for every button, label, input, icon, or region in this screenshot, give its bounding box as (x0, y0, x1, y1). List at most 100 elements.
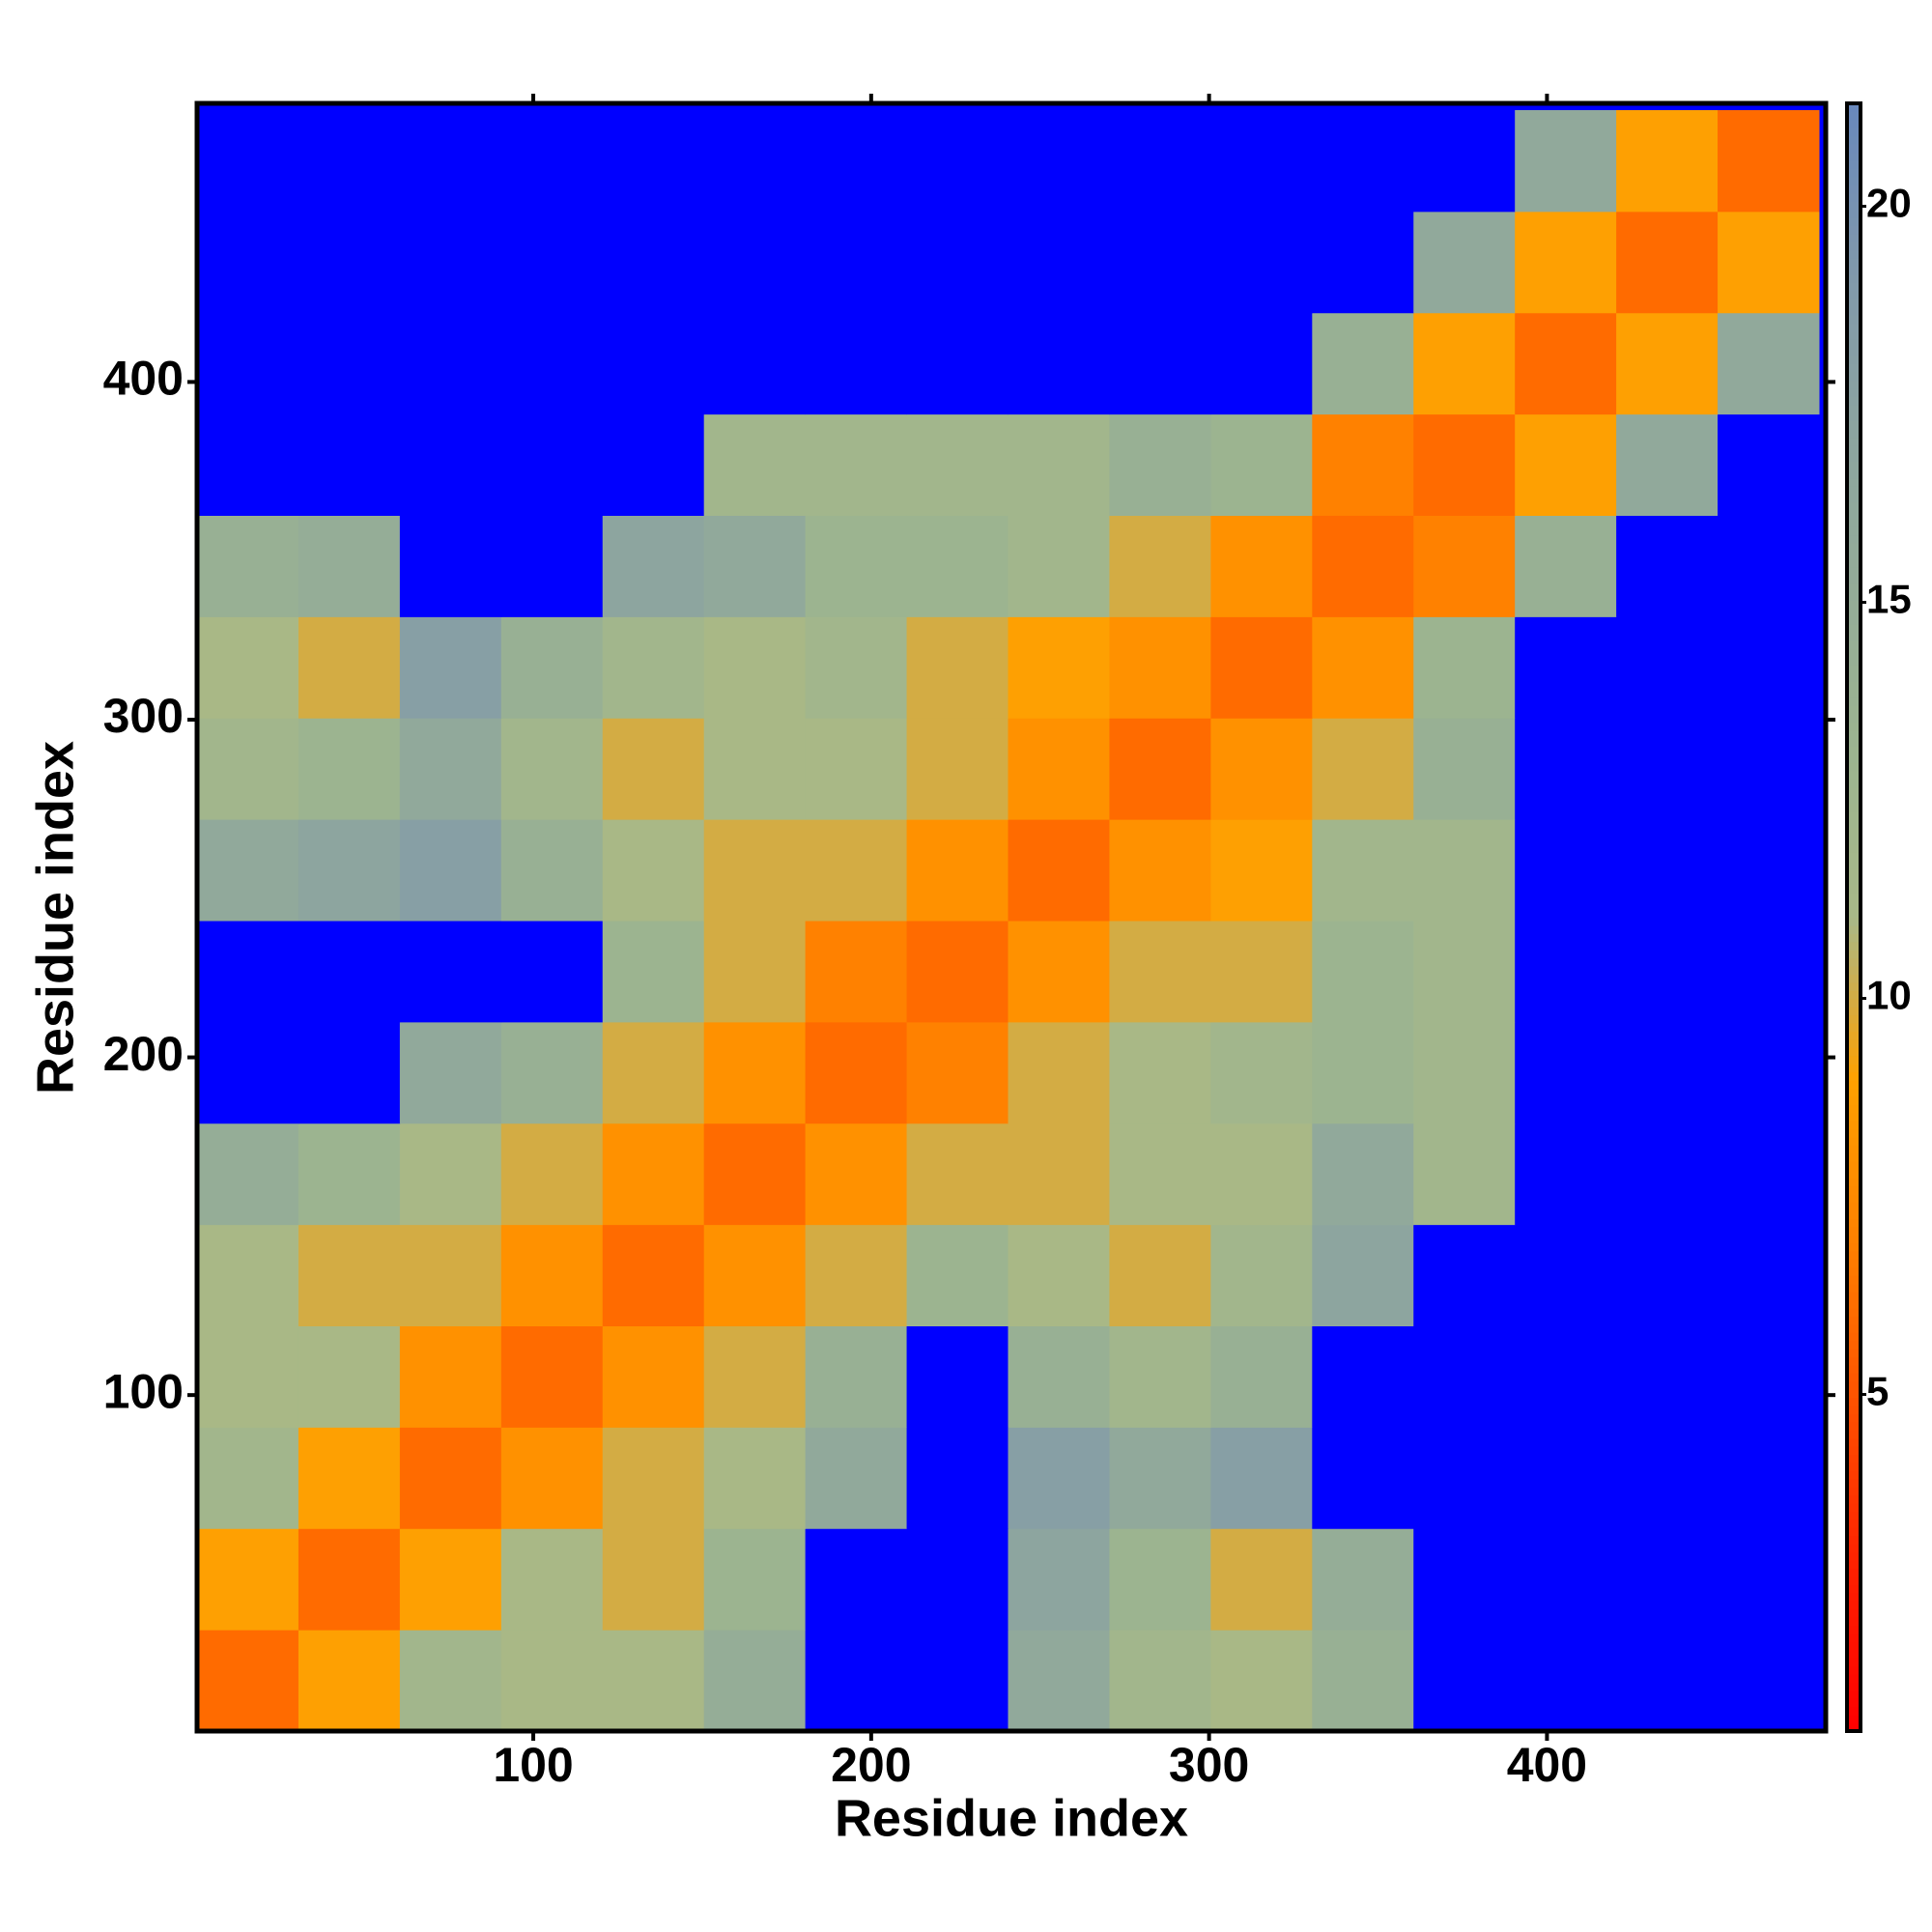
colorbar-segment (1847, 420, 1861, 430)
heatmap-cell (197, 819, 299, 922)
heatmap-cell (500, 616, 604, 719)
colorbar-segment (1847, 347, 1861, 356)
heatmap-cell (1008, 1224, 1110, 1326)
x-axis-title: Residue index (835, 1789, 1188, 1847)
colorbar-segment (1847, 258, 1861, 268)
colorbar-segment (1847, 754, 1861, 764)
heatmap-cell (1616, 312, 1719, 415)
y-tick-label: 100 (103, 1364, 184, 1418)
heatmap-cell (399, 1528, 502, 1631)
colorbar-segment (1847, 672, 1861, 682)
heatmap-cell (500, 413, 604, 516)
heatmap-cell (1616, 1427, 1719, 1529)
colorbar-segment (1847, 608, 1861, 617)
colorbar-segment (1847, 860, 1861, 869)
heatmap-cell (906, 1325, 1009, 1428)
heatmap-cell (1515, 1630, 1617, 1732)
heatmap-cell (298, 819, 401, 922)
heatmap-cell (1616, 515, 1719, 617)
heatmap-cell (906, 1224, 1009, 1326)
colorbar-segment (1847, 713, 1861, 723)
colorbar-segment (1847, 924, 1861, 934)
colorbar-segment (1847, 1112, 1861, 1122)
colorbar-segment (1847, 249, 1861, 259)
heatmap-cell (805, 1021, 908, 1124)
colorbar-segment (1847, 843, 1861, 853)
heatmap-cell (1008, 718, 1110, 820)
colorbar-segment (1847, 1511, 1861, 1520)
heatmap-cell (1210, 718, 1313, 820)
heatmap-cell (197, 109, 299, 213)
heatmap-cell (703, 718, 807, 820)
colorbar-segment (1847, 1413, 1861, 1423)
heatmap-cell (1312, 1528, 1414, 1631)
colorbar-segment (1847, 1527, 1861, 1537)
heatmap-cell (500, 1224, 604, 1326)
colorbar-segment (1847, 599, 1861, 609)
heatmap-cell (1312, 211, 1414, 314)
colorbar-segment (1847, 981, 1861, 991)
colorbar-segment (1847, 551, 1861, 560)
heatmap-cell (1718, 1325, 1820, 1428)
heatmap-cell (703, 1528, 807, 1631)
heatmap-cell (1515, 109, 1617, 213)
colorbar-segment (1847, 1478, 1861, 1488)
heatmap-cell (500, 1427, 604, 1529)
colorbar-segment (1847, 1145, 1861, 1154)
heatmap-cell (197, 211, 299, 314)
colorbar-segment (1847, 315, 1861, 325)
heatmap-cell (298, 616, 401, 719)
colorbar-segment (1847, 1625, 1861, 1634)
heatmap-cell (602, 1325, 705, 1428)
colorbar-segment (1847, 1715, 1861, 1724)
heatmap-cell (298, 1630, 401, 1732)
colorbar-segment (1847, 461, 1861, 470)
colorbar-segment (1847, 1088, 1861, 1097)
colorbar-segment (1847, 1454, 1861, 1463)
heatmap-cell (602, 819, 705, 922)
heatmap-cell (1008, 1325, 1110, 1428)
heatmap-cell (1718, 515, 1820, 617)
heatmap-cell (602, 1122, 705, 1226)
heatmap-cell (906, 109, 1009, 213)
heatmap-cell (805, 1122, 908, 1226)
heatmap-cell (602, 312, 705, 415)
heatmap-cell (1312, 1325, 1414, 1428)
colorbar-segment (1847, 917, 1861, 926)
colorbar-segment (1847, 1544, 1861, 1553)
colorbar-segment (1847, 624, 1861, 634)
heatmap-cell (399, 1224, 502, 1326)
colorbar-segment (1847, 290, 1861, 299)
heatmap-cell (1413, 1224, 1516, 1326)
colorbar-segment (1847, 1568, 1861, 1577)
colorbar-segment (1847, 273, 1861, 283)
colorbar-segment (1847, 225, 1861, 235)
heatmap-cell (298, 1021, 401, 1124)
heatmap-cell (1413, 1021, 1516, 1124)
heatmap-cell (906, 211, 1009, 314)
heatmap-cell (1718, 109, 1820, 213)
colorbar-segment (1847, 746, 1861, 755)
heatmap-cell (1008, 1427, 1110, 1529)
heatmap-cell (1312, 819, 1414, 922)
colorbar-segment (1847, 1038, 1861, 1048)
heatmap-cell (1515, 819, 1617, 922)
colorbar-segment (1847, 363, 1861, 373)
colorbar-segment (1847, 1406, 1861, 1415)
x-tick-label: 400 (1507, 1738, 1587, 1792)
colorbar-segment (1847, 1674, 1861, 1684)
heatmap-cell (1413, 109, 1516, 213)
colorbar-segment (1847, 1121, 1861, 1130)
heatmap-cell (703, 1427, 807, 1529)
colorbar-segment (1847, 526, 1861, 536)
colorbar-segment (1847, 1519, 1861, 1528)
colorbar-segment (1847, 1682, 1861, 1691)
colorbar-segment (1847, 827, 1861, 837)
plot-frame (194, 100, 1829, 1734)
heatmap-cell (1515, 211, 1617, 314)
colorbar-segment (1847, 1014, 1861, 1024)
colorbar-segment (1847, 1641, 1861, 1651)
colorbar-segment (1847, 1193, 1861, 1203)
colorbar-segment (1847, 103, 1861, 113)
heatmap-cell (1109, 819, 1211, 922)
